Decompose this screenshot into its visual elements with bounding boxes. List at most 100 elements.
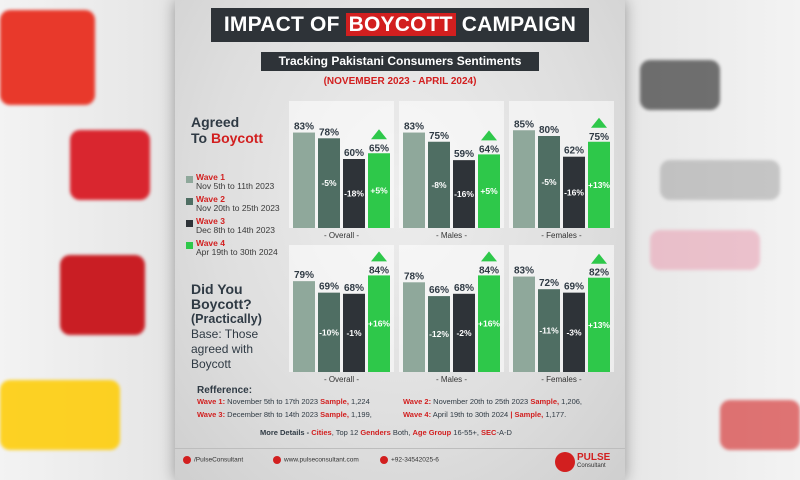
more-label: More Details -	[260, 428, 312, 437]
change-label: -2%	[456, 328, 472, 338]
bar-value-label: 84%	[479, 265, 499, 276]
change-label: -11%	[539, 326, 559, 336]
legend-swatch	[186, 176, 193, 183]
category-label: - Males -	[436, 375, 467, 384]
social-icon	[183, 456, 191, 464]
subtitle: Tracking Pakistani Consumers Sentiments	[278, 54, 522, 68]
title-banner: IMPACT OF BOYCOTT CAMPAIGN	[211, 8, 589, 42]
legend-swatch	[186, 242, 193, 249]
footer-social-text: /PulseConsultant	[194, 456, 244, 464]
change-label: -1%	[346, 328, 362, 338]
pulse-logo-icon	[555, 452, 575, 472]
bar-females-wave2	[538, 136, 560, 228]
poster-background	[175, 0, 625, 480]
date-range: (NOVEMBER 2023 - APRIL 2024)	[323, 76, 477, 87]
ref-wave4-label: Wave 4:	[403, 410, 432, 419]
ref-wave2-n: 1,206,	[559, 397, 583, 406]
more-cities: Cities	[311, 428, 332, 437]
ref-wave4-sample: | Sample,	[510, 410, 544, 419]
bar-value-label: 75%	[429, 131, 449, 142]
ref-wave1-label: Wave 1:	[197, 397, 226, 406]
bar-value-label: 84%	[369, 265, 389, 276]
ref-wave3-label: Wave 3:	[197, 410, 226, 419]
background-logo-right-bottom	[720, 400, 800, 450]
legend-name: Wave 3	[196, 216, 225, 226]
legend-dates: Nov 20th to 25th 2023	[196, 203, 280, 213]
more-details: More Details - Cities, Top 12 Genders Bo…	[260, 428, 512, 437]
legend-item: Wave 3 Dec 8th to 14th 2023	[186, 216, 296, 238]
footer-website[interactable]: www.pulseconsultant.com	[273, 456, 359, 464]
bar-value-label: 60%	[344, 148, 364, 159]
background-logo-left-mid	[70, 130, 150, 200]
bar-value-label: 78%	[404, 271, 424, 282]
bar-males-wave2	[428, 141, 450, 228]
bar-males-wave4	[478, 154, 500, 228]
up-arrow-icon	[371, 251, 387, 262]
title-highlight: BOYCOTT	[345, 13, 456, 36]
ref-wave2-text: November 20th to 25th 2023	[431, 397, 531, 406]
ref-wave1-text: November 5th to 17th 2023	[225, 397, 321, 406]
legend-item: Wave 1 Nov 5th to 11th 2023	[186, 172, 296, 194]
more-both: Both,	[390, 428, 413, 437]
legend-dates: Apr 19th to 30th 2024	[196, 247, 278, 257]
category-label: - Overall -	[324, 375, 359, 384]
change-label: -5%	[321, 178, 337, 188]
ref-wave4-n: 1,177.	[543, 410, 567, 419]
background-logo-right-low	[650, 230, 760, 270]
ref-wave3-sample: Sample,	[320, 410, 349, 419]
footer-phone[interactable]: +92-34542025-6	[380, 456, 439, 464]
category-label: - Males -	[436, 231, 467, 240]
bar-females-wave3	[563, 156, 585, 228]
more-age: Age Group	[412, 428, 452, 437]
title-prefix: IMPACT OF	[223, 13, 346, 36]
bar-females-wave2	[538, 289, 560, 372]
bar-value-label: 80%	[539, 125, 559, 136]
bar-males-wave3	[453, 160, 475, 228]
ref-wave3-n: 1,199,	[348, 410, 372, 419]
bar-males-wave4	[478, 275, 500, 372]
ref-wave3-text: December 8th to 14th 2023	[225, 410, 321, 419]
reference-wave1: Wave 1: November 5th to 17th 2023 Sample…	[197, 397, 370, 406]
brand-sub: Consultant	[577, 463, 606, 469]
legend-swatch	[186, 220, 193, 227]
ref-wave1-n: 1,224	[348, 397, 370, 406]
reference-heading: Refference:	[197, 385, 253, 396]
legend-name: Wave 4	[196, 238, 225, 248]
change-label: +13%	[588, 320, 610, 330]
bar-overall-wave3	[343, 293, 365, 372]
legend-swatch	[186, 198, 193, 205]
legend-dates: Dec 8th to 14th 2023	[196, 225, 275, 235]
q2-line4: Base: Those	[191, 327, 259, 341]
change-label: +5%	[480, 186, 498, 196]
bar-value-label: 64%	[479, 144, 499, 155]
category-label: - Overall -	[324, 231, 359, 240]
change-label: -8%	[431, 180, 447, 190]
bar-overall-wave4	[368, 275, 390, 372]
change-label: +13%	[588, 180, 610, 190]
bar-value-label: 83%	[404, 122, 424, 133]
legend-dates: Nov 5th to 11th 2023	[196, 181, 275, 191]
background-logo-left-low	[60, 255, 145, 335]
phone-icon	[380, 456, 388, 464]
bar-charts: 83% 78% -5% 60% -18% 65% +5% - Overall - 83% 75% -…	[289, 101, 614, 384]
title-suffix: CAMPAIGN	[455, 13, 577, 36]
more-sec: SEC	[481, 428, 497, 437]
footer-social[interactable]: /PulseConsultant	[183, 456, 243, 464]
subtitle-banner: Tracking Pakistani Consumers Sentiments	[261, 52, 539, 71]
infographic-poster: IMPACT OF BOYCOTT CAMPAIGN Tracking Paki…	[175, 0, 625, 480]
ref-wave4-text: April 19th to 30th 2024	[431, 410, 511, 419]
change-label: +16%	[478, 319, 500, 329]
legend: Wave 1 Nov 5th to 11th 2023 Wave 2 Nov 20th…	[186, 172, 296, 260]
bar-males-wave1	[403, 132, 425, 228]
bar-overall-wave1	[293, 132, 315, 228]
bar-value-label: 66%	[429, 285, 449, 296]
legend-item: Wave 4 Apr 19th to 30th 2024	[186, 238, 296, 260]
up-arrow-icon	[481, 251, 497, 262]
bar-value-label: 59%	[454, 149, 474, 160]
ref-wave2-sample: Sample,	[530, 397, 560, 406]
brand-name: PULSE	[577, 452, 611, 463]
bar-value-label: 68%	[454, 283, 474, 294]
bar-females-wave3	[563, 292, 585, 372]
footer-divider	[175, 448, 625, 449]
question-agreed: Agreed To Boycott	[191, 114, 263, 146]
